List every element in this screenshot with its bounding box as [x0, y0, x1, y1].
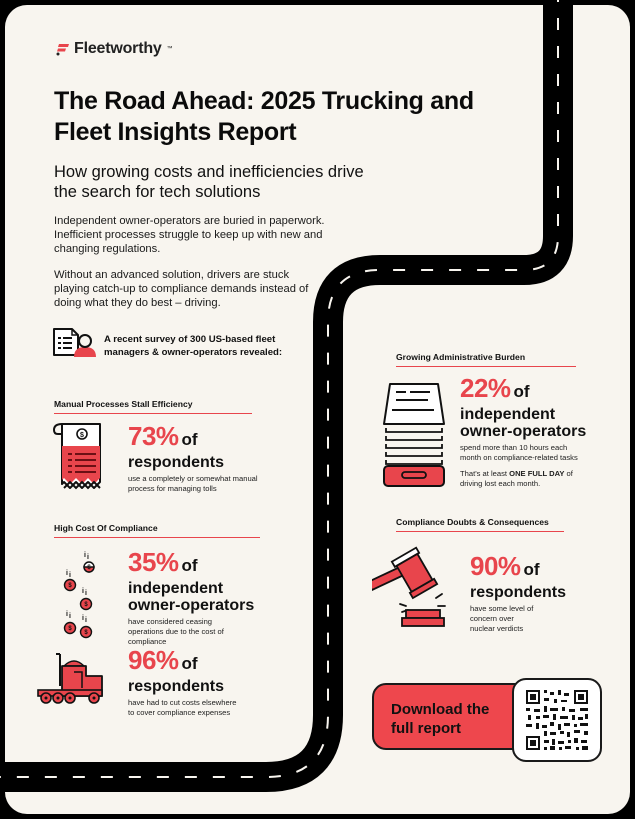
stat-description: have considered ceasing operations due t…: [128, 617, 224, 646]
page-subtitle: How growing costs and inefficiencies dri…: [54, 163, 364, 201]
section-heading-cost: High Cost Of Compliance: [54, 523, 260, 538]
document-person-icon: [53, 328, 96, 357]
stat-percent: 22%: [460, 373, 511, 403]
svg-text:$: $: [68, 626, 72, 632]
svg-text:$: $: [68, 583, 72, 589]
paper-stack-icon: [383, 383, 445, 487]
svg-text:$: $: [84, 602, 88, 608]
gavel-icon: [372, 546, 446, 627]
stat-of: of: [181, 430, 198, 449]
stat-noun-line2: owner-operators: [460, 423, 587, 440]
stat-noun: respondents: [470, 584, 567, 601]
receipt-icon: $: [52, 423, 101, 490]
logo-text: Fleetworthy: [74, 40, 162, 57]
section-heading-manual: Manual Processes Stall Efficiency: [54, 399, 252, 414]
intro-paragraph-2: Without an advanced solution, drivers ar…: [54, 269, 309, 309]
svg-text:i: i: [66, 570, 68, 577]
svg-text:i: i: [82, 588, 84, 595]
svg-text:i: i: [87, 554, 89, 561]
stat-percent: 73%: [128, 421, 179, 451]
svg-text:i: i: [82, 615, 84, 622]
stat-note: That's at least ONE FULL DAY of driving …: [460, 469, 573, 488]
svg-text:i: i: [84, 552, 86, 559]
stat-manual: 73% of respondents use a completely or so…: [128, 422, 268, 494]
stat-percent: 96%: [128, 645, 179, 675]
truck-icon: [37, 653, 103, 704]
stat-noun: respondents: [128, 454, 225, 471]
svg-text:i: i: [85, 617, 87, 624]
stat-noun-line1: independent: [460, 406, 556, 423]
qr-code-icon: [526, 690, 588, 750]
stat-cost-1: 35% of independent owner-operators have c…: [128, 548, 278, 647]
stat-of: of: [181, 654, 198, 673]
svg-text:i: i: [85, 590, 87, 597]
download-report-label: Download the full report: [391, 701, 490, 737]
stat-description: use a completely or somewhat manual proc…: [128, 474, 258, 493]
intro-paragraph-1: Independent owner-operators are buried i…: [54, 215, 325, 255]
stat-description: have had to cut costs elsewhere to cover…: [128, 698, 237, 717]
stat-noun-line1: independent: [128, 580, 224, 597]
svg-text:i: i: [66, 611, 68, 618]
trademark-symbol: ™: [166, 46, 173, 52]
qr-code[interactable]: [512, 678, 602, 762]
stat-of: of: [523, 560, 540, 579]
stat-cost-2: 96% of respondents have had to cut costs …: [128, 646, 278, 718]
page-title: The Road Ahead: 2025 Trucking and Fleet …: [54, 87, 474, 146]
section-heading-doubts: Compliance Doubts & Consequences: [396, 517, 564, 532]
svg-text:i: i: [69, 572, 71, 579]
fleetworthy-logo-icon: [56, 43, 69, 55]
stat-of: of: [181, 556, 198, 575]
stat-admin: 22% of independent owner-operators spend …: [460, 374, 620, 489]
stat-noun-line2: owner-operators: [128, 597, 255, 614]
stat-doubts: 90% of respondents have some level of con…: [470, 552, 620, 634]
stat-noun: respondents: [128, 678, 225, 695]
brand-logo[interactable]: Fleetworthy ™: [56, 40, 173, 58]
svg-text:$: $: [84, 630, 88, 636]
survey-intro-text: A recent survey of 300 US-based fleet ma…: [104, 334, 283, 358]
svg-text:i: i: [69, 613, 71, 620]
stat-percent: 35%: [128, 547, 179, 577]
svg-text:$: $: [80, 432, 84, 439]
stat-description: have some level of concern over nuclear …: [470, 604, 534, 633]
stat-of: of: [513, 382, 530, 401]
stat-percent: 90%: [470, 551, 521, 581]
section-heading-admin: Growing Administrative Burden: [396, 352, 576, 367]
svg-text:$: $: [87, 565, 91, 571]
stat-description: spend more than 10 hours each month on c…: [460, 443, 578, 462]
